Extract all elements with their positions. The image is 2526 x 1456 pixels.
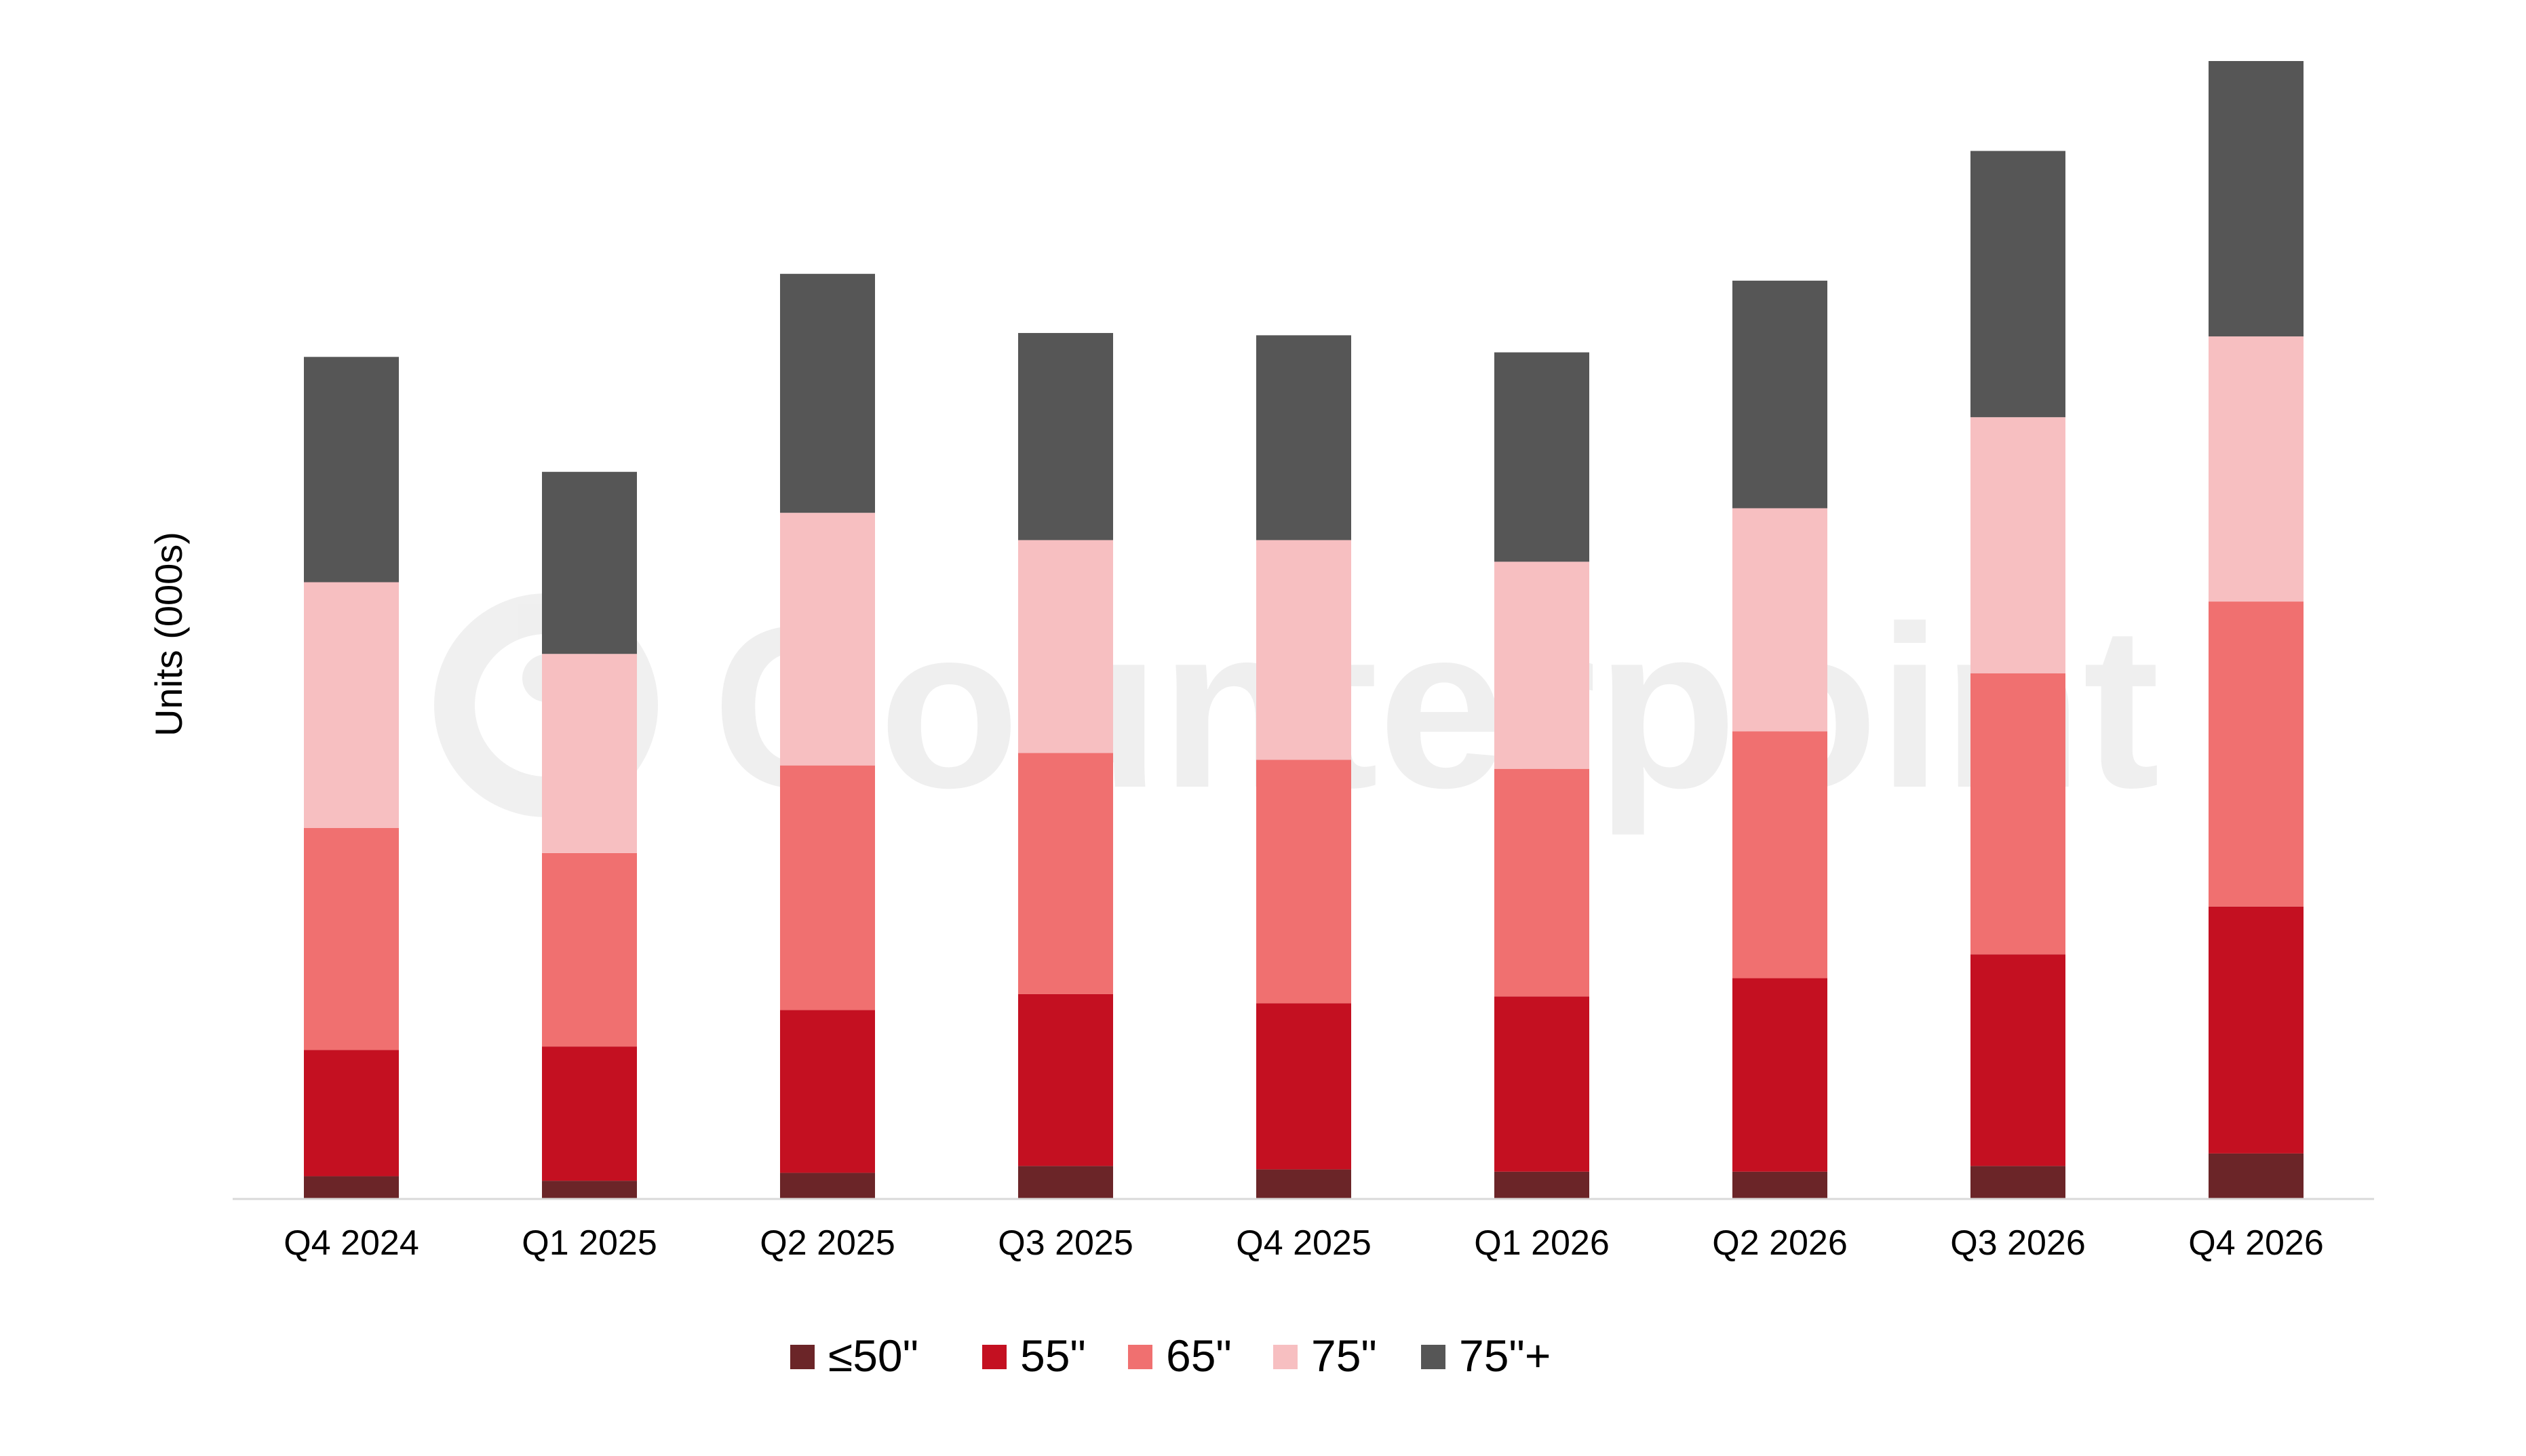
bar-segment-2-4 — [542, 654, 637, 853]
legend-swatch-5 — [1421, 1345, 1445, 1369]
bar-segment-4-2 — [1018, 993, 1113, 1166]
legend-label-1: ≤50" — [828, 1331, 918, 1381]
x-tick-label: Q4 2025 — [1236, 1223, 1372, 1263]
bar-segment-9-1 — [2209, 1153, 2304, 1199]
bar-segment-2-5 — [542, 471, 637, 654]
bar-segment-1-2 — [304, 1050, 399, 1177]
bar-segment-5-2 — [1256, 1003, 1351, 1170]
bar-segment-8-2 — [1970, 954, 2065, 1166]
bar-segment-8-4 — [1970, 417, 2065, 673]
bar-segment-5-4 — [1256, 540, 1351, 760]
bar-segment-7-3 — [1732, 731, 1827, 979]
x-tick-label: Q1 2025 — [522, 1223, 657, 1263]
bar-segment-7-1 — [1732, 1171, 1827, 1199]
bar-segment-7-2 — [1732, 978, 1827, 1172]
bar-segment-4-1 — [1018, 1166, 1113, 1199]
legend-swatch-1 — [790, 1345, 815, 1369]
legend: ≤50" 55" 65" 75" 75"+ — [790, 1331, 1551, 1381]
bar-segment-2-2 — [542, 1046, 637, 1181]
bar-segment-8-3 — [1970, 673, 2065, 955]
x-tick-label: Q1 2026 — [1474, 1223, 1610, 1263]
bar-segment-5-5 — [1256, 335, 1351, 540]
bar-segment-3-3 — [780, 765, 875, 1010]
legend-swatch-3 — [1128, 1345, 1152, 1369]
x-tick-label: Q3 2025 — [998, 1223, 1133, 1263]
bar-segment-6-2 — [1494, 996, 1589, 1172]
bar-segment-1-5 — [304, 357, 399, 583]
bar-segment-6-3 — [1494, 768, 1589, 997]
x-tick-label: Q2 2026 — [1712, 1223, 1848, 1263]
bar-segment-5-1 — [1256, 1169, 1351, 1199]
bar-segment-4-4 — [1018, 540, 1113, 753]
bar-segment-3-2 — [780, 1010, 875, 1173]
x-tick-label: Q4 2024 — [284, 1223, 419, 1263]
bar-segment-1-3 — [304, 827, 399, 1050]
x-tick-label: Q2 2025 — [760, 1223, 895, 1263]
bar-segment-9-3 — [2209, 602, 2304, 907]
bars — [304, 61, 2304, 1199]
bar-segment-6-5 — [1494, 352, 1589, 562]
legend-label-5: 75"+ — [1459, 1331, 1551, 1381]
bar-segment-4-5 — [1018, 333, 1113, 540]
y-axis-label: Units (000s) — [147, 532, 190, 736]
legend-label-3: 65" — [1166, 1331, 1232, 1381]
x-tick-labels: Q4 2024 Q1 2025 Q2 2025 Q3 2025 Q4 2025 Q1 20… — [284, 1223, 2324, 1263]
bar-segment-5-3 — [1256, 760, 1351, 1004]
bar-segment-4-3 — [1018, 753, 1113, 994]
bar-segment-3-5 — [780, 273, 875, 513]
bar-segment-2-1 — [542, 1181, 637, 1199]
bar-segment-9-4 — [2209, 336, 2304, 602]
legend-label-4: 75" — [1311, 1331, 1377, 1381]
legend-swatch-4 — [1273, 1345, 1298, 1369]
bar-segment-3-4 — [780, 513, 875, 766]
bar-segment-7-4 — [1732, 508, 1827, 732]
x-tick-label: Q4 2026 — [2188, 1223, 2324, 1263]
legend-swatch-2 — [982, 1345, 1007, 1369]
bar-segment-8-1 — [1970, 1166, 2065, 1199]
bar-segment-9-2 — [2209, 906, 2304, 1154]
bar-segment-1-1 — [304, 1176, 399, 1199]
bar-segment-9-5 — [2209, 61, 2304, 337]
bar-segment-1-4 — [304, 582, 399, 828]
bar-segment-6-4 — [1494, 562, 1589, 769]
bar-segment-7-5 — [1732, 280, 1827, 509]
x-tick-label: Q3 2026 — [1950, 1223, 2086, 1263]
bar-segment-8-5 — [1970, 151, 2065, 418]
bar-segment-6-1 — [1494, 1171, 1589, 1199]
watermark-text: Counterpoint — [712, 578, 2160, 837]
legend-label-2: 55" — [1020, 1331, 1086, 1381]
bar-segment-2-3 — [542, 852, 637, 1047]
watermark: Counterpoint — [434, 578, 2160, 837]
bar-segment-3-1 — [780, 1173, 875, 1199]
